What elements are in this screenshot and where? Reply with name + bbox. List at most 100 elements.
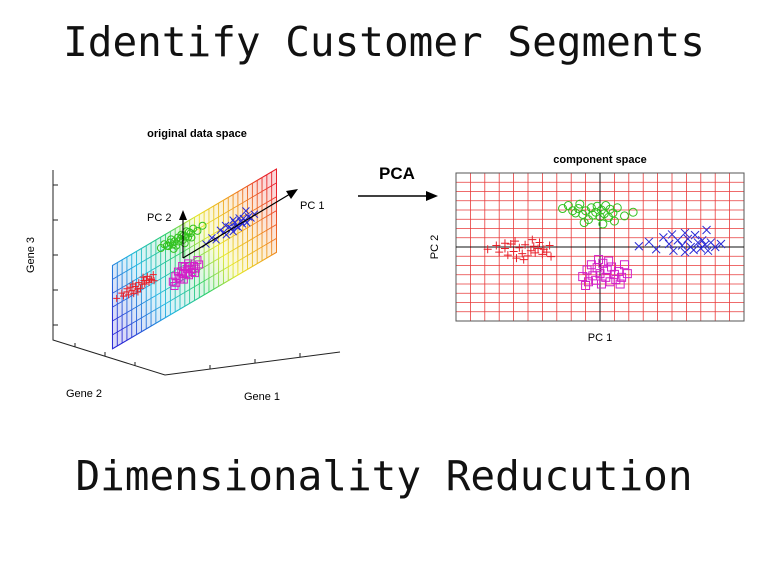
data-point — [139, 273, 147, 281]
data-point — [182, 270, 191, 279]
slide-subtitle: Dimensionality Reducution — [75, 452, 693, 500]
data-point — [545, 241, 554, 250]
data-point — [118, 289, 126, 297]
data-point — [535, 238, 544, 247]
gene1-axis-label: Gene 1 — [244, 391, 280, 403]
data-point — [571, 208, 581, 218]
mesh-line — [112, 210, 277, 308]
mesh-line — [112, 251, 277, 350]
data-point — [244, 212, 253, 221]
data-point — [242, 206, 250, 215]
pca-transform-arrow: PCA — [358, 164, 438, 201]
data-point — [568, 206, 578, 216]
data-point — [135, 279, 143, 287]
data-point — [529, 242, 538, 251]
data-point — [518, 249, 527, 258]
data-point — [634, 241, 644, 251]
data-point — [193, 226, 202, 235]
mesh-line — [112, 168, 277, 266]
data-point — [129, 280, 137, 288]
data-point — [579, 218, 589, 228]
mesh-line — [112, 238, 277, 336]
data-point — [542, 248, 551, 257]
data-point — [133, 285, 141, 293]
data-point — [495, 248, 504, 257]
data-point — [547, 252, 556, 261]
data-point — [184, 259, 193, 268]
data-point — [588, 210, 598, 220]
data-point — [586, 260, 596, 270]
data-point — [526, 246, 535, 255]
data-point — [619, 260, 629, 270]
pc1-vector — [182, 193, 291, 259]
data-point — [483, 245, 492, 254]
data-point — [189, 224, 198, 233]
left-scatter-points — [113, 206, 259, 302]
data-point — [609, 216, 619, 226]
pc2-arrowhead — [179, 210, 187, 220]
data-point — [614, 266, 624, 276]
data-point — [531, 248, 540, 257]
data-point — [581, 206, 591, 216]
chart-points — [483, 199, 726, 290]
data-point — [150, 277, 158, 285]
data-point — [664, 239, 674, 249]
data-point — [619, 211, 629, 221]
data-point — [221, 221, 230, 230]
left-panel-title: original data space — [147, 128, 247, 140]
gene3-axis-label: Gene 3 — [25, 237, 37, 273]
data-point — [519, 255, 528, 264]
data-point — [193, 256, 202, 265]
data-point — [644, 237, 654, 247]
data-point — [222, 230, 231, 239]
data-point — [604, 256, 614, 266]
data-point — [680, 228, 690, 238]
x-axis-label: PC 1 — [588, 332, 612, 344]
data-point — [700, 240, 710, 250]
data-point — [598, 219, 608, 229]
left-panel-3d-plot: original data space Gene 3 Gene 2 Gene 1 — [25, 128, 341, 403]
data-point — [229, 216, 238, 224]
data-point — [594, 255, 604, 265]
data-point — [651, 244, 661, 254]
mesh-line — [112, 182, 277, 280]
data-point — [575, 199, 585, 209]
data-point — [615, 279, 625, 289]
axis-ticks — [53, 184, 301, 369]
component-space-chart: component space PC 1 PC 2 — [429, 154, 745, 344]
data-point — [137, 284, 144, 292]
data-point — [179, 275, 188, 284]
data-point — [683, 234, 693, 244]
data-point — [125, 291, 133, 299]
data-point — [677, 241, 687, 250]
data-point — [667, 230, 677, 239]
pca-label: PCA — [379, 164, 415, 183]
data-point — [149, 271, 157, 279]
data-point — [710, 242, 720, 252]
data-point — [184, 233, 193, 242]
data-point — [581, 280, 591, 290]
data-point — [716, 239, 726, 249]
data-point — [120, 292, 127, 300]
data-point — [190, 269, 199, 278]
data-point — [512, 254, 521, 263]
data-point — [521, 240, 530, 249]
data-point — [628, 207, 638, 217]
data-point — [113, 294, 121, 302]
data-point — [123, 285, 131, 293]
slide-title: Identify Customer Segments — [63, 18, 705, 66]
data-point — [134, 288, 142, 296]
data-point — [690, 230, 700, 240]
data-point — [128, 287, 136, 295]
pc1-arrowhead — [286, 189, 298, 199]
data-point — [697, 235, 707, 245]
data-point — [515, 243, 524, 252]
data-point — [612, 203, 622, 213]
data-point — [524, 251, 532, 260]
principal-plane-mesh — [111, 168, 277, 350]
data-point — [528, 235, 537, 244]
data-point — [141, 280, 149, 288]
data-point — [558, 204, 568, 214]
data-point — [195, 260, 204, 269]
